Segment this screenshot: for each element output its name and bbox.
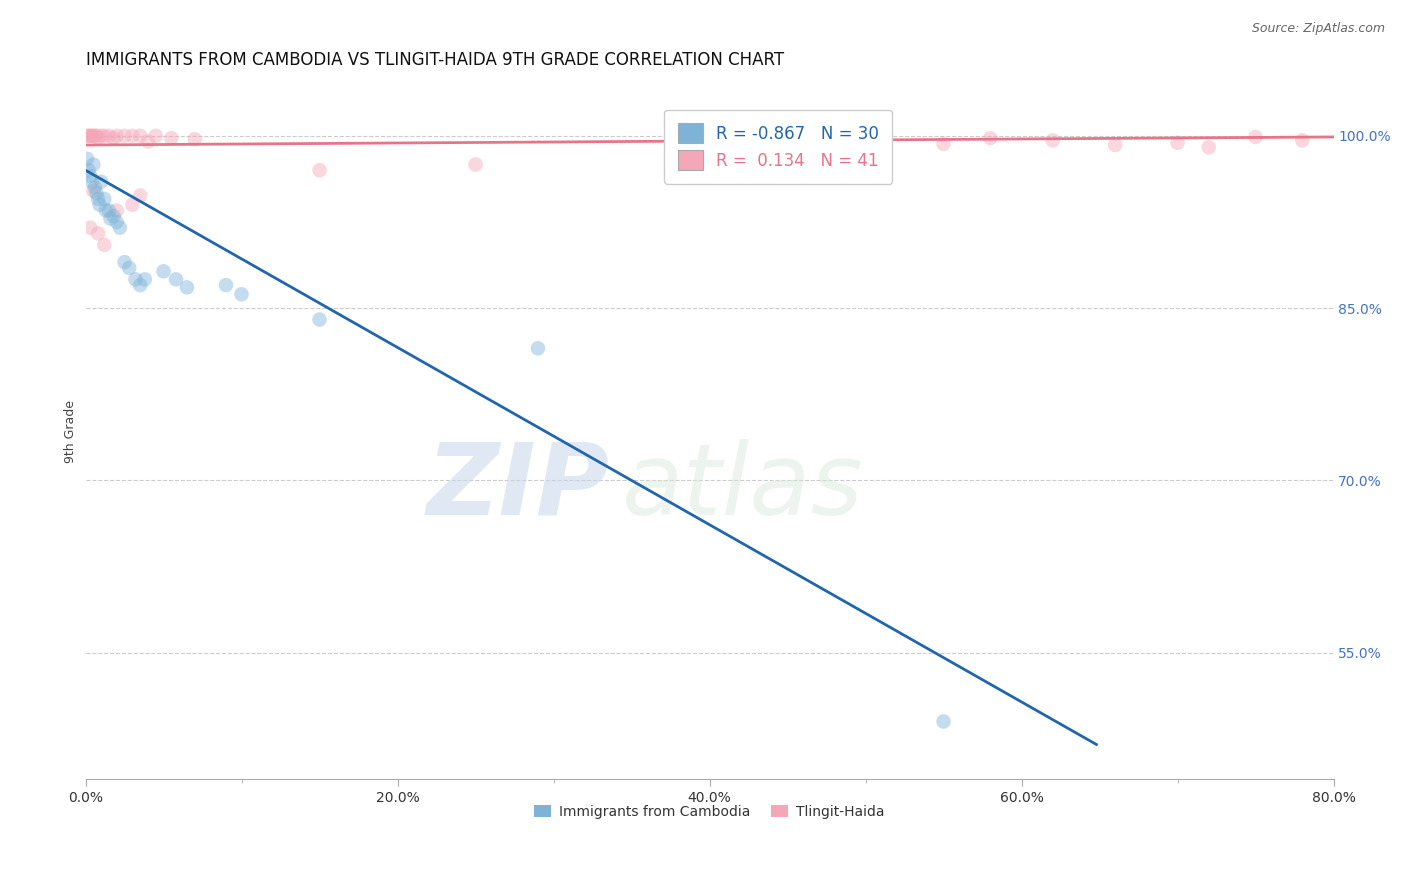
Point: [666, 133, 689, 147]
Point: [134, 272, 156, 286]
Point: [932, 714, 955, 729]
Point: [792, 136, 814, 150]
Point: [82, 128, 104, 143]
Point: [105, 128, 128, 143]
Point: [89, 197, 111, 211]
Text: atlas: atlas: [623, 439, 863, 535]
Point: [855, 140, 877, 154]
Point: [118, 260, 141, 275]
Point: [308, 163, 330, 178]
Point: [152, 264, 174, 278]
Point: [76, 128, 98, 143]
Point: [76, 152, 98, 166]
Point: [108, 220, 131, 235]
Point: [105, 215, 128, 229]
Point: [114, 128, 136, 143]
Point: [165, 272, 187, 286]
Point: [129, 278, 152, 293]
Point: [176, 280, 198, 294]
Point: [121, 197, 143, 211]
Point: [136, 135, 159, 149]
Y-axis label: 9th Grade: 9th Grade: [65, 400, 77, 463]
Point: [215, 278, 238, 293]
Point: [79, 169, 101, 183]
Point: [308, 312, 330, 326]
Text: IMMIGRANTS FROM CAMBODIA VS TLINGIT-HAIDA 9TH GRADE CORRELATION CHART: IMMIGRANTS FROM CAMBODIA VS TLINGIT-HAID…: [86, 51, 783, 69]
Text: ZIP: ZIP: [426, 439, 610, 535]
Point: [1198, 140, 1220, 154]
Point: [87, 192, 110, 206]
Point: [82, 157, 104, 171]
Point: [94, 203, 117, 218]
Point: [730, 131, 752, 145]
Point: [82, 184, 104, 198]
Point: [184, 132, 207, 146]
Point: [160, 131, 183, 145]
Point: [97, 128, 120, 143]
Point: [79, 220, 101, 235]
Point: [93, 128, 115, 143]
Point: [103, 209, 125, 223]
Point: [77, 128, 100, 143]
Point: [77, 163, 100, 178]
Point: [83, 180, 105, 194]
Point: [979, 131, 1001, 145]
Point: [1166, 136, 1188, 150]
Point: [145, 128, 167, 143]
Point: [83, 128, 105, 143]
Point: [932, 136, 955, 151]
Legend: Immigrants from Cambodia, Tlingit-Haida: Immigrants from Cambodia, Tlingit-Haida: [529, 799, 890, 824]
Point: [90, 128, 112, 143]
Point: [93, 192, 115, 206]
Point: [124, 272, 146, 286]
Point: [105, 203, 128, 218]
Point: [1291, 133, 1313, 147]
Point: [87, 227, 110, 241]
Point: [1244, 130, 1267, 145]
Point: [93, 238, 115, 252]
Point: [97, 203, 120, 218]
Text: Source: ZipAtlas.com: Source: ZipAtlas.com: [1251, 22, 1385, 36]
Point: [80, 175, 103, 189]
Point: [231, 287, 253, 301]
Point: [527, 341, 550, 355]
Point: [1042, 133, 1064, 147]
Point: [129, 188, 152, 202]
Point: [100, 211, 122, 226]
Point: [1104, 138, 1126, 153]
Point: [129, 128, 152, 143]
Point: [90, 175, 112, 189]
Point: [80, 128, 103, 143]
Point: [86, 186, 108, 201]
Point: [86, 128, 108, 143]
Point: [103, 131, 125, 145]
Point: [87, 131, 110, 145]
Point: [121, 128, 143, 143]
Point: [114, 255, 136, 269]
Point: [79, 128, 101, 143]
Point: [464, 157, 486, 171]
